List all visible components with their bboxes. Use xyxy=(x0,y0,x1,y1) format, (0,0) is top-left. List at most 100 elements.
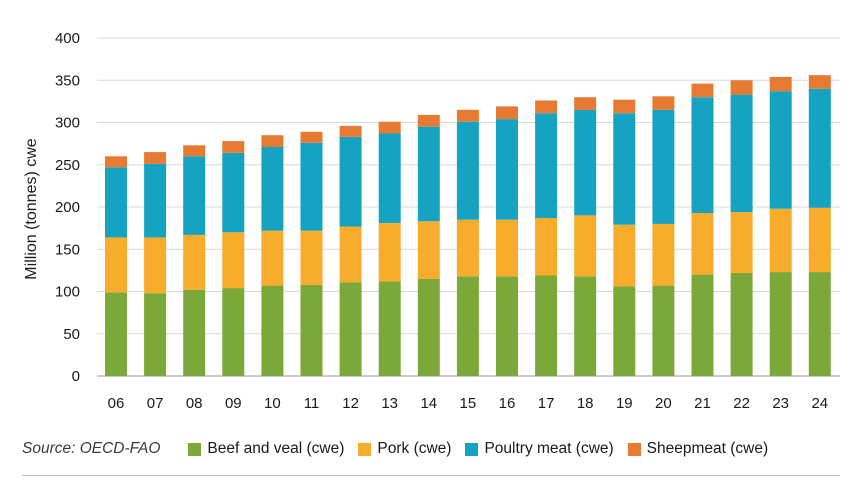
bar-segment xyxy=(222,141,245,153)
bar-segment xyxy=(339,282,362,376)
x-tick-label: 09 xyxy=(225,395,242,412)
bar-segment xyxy=(222,152,245,233)
bar-segment xyxy=(144,163,167,238)
bar-segment xyxy=(730,94,753,213)
bar-segment xyxy=(456,276,479,376)
bar-segment xyxy=(378,133,401,224)
y-axis-label: Million (tonnes) cwe xyxy=(23,138,40,279)
bar-segment xyxy=(574,276,597,376)
bar-segment xyxy=(535,100,558,114)
bar-segment xyxy=(691,83,714,98)
bar-segment xyxy=(769,76,792,92)
bar-segment xyxy=(378,281,401,376)
bar-segment xyxy=(691,97,714,213)
bar-segment xyxy=(652,223,675,286)
stacked-bar-chart: 0 50 100 150 200 250 300 350 400 06 07 08 09 10 11 12 1… xyxy=(23,30,840,412)
x-tick-label: 18 xyxy=(577,395,594,412)
bar-segment xyxy=(417,278,440,376)
bar-segment xyxy=(769,208,792,273)
bar-segment xyxy=(808,75,831,89)
x-tick-label: 20 xyxy=(655,395,672,412)
y-tick-label: 200 xyxy=(55,199,80,216)
chart-footer: Source: OECD-FAO Beef and veal (cwe) Pork… xyxy=(22,436,842,462)
legend-label: Beef and veal (cwe) xyxy=(207,440,345,457)
bar-segment xyxy=(730,80,753,95)
x-tick-label: 11 xyxy=(304,395,320,412)
legend: Beef and veal (cwe) Pork (cwe) Poultry mea… xyxy=(188,440,768,458)
legend-label: Pork (cwe) xyxy=(377,440,452,457)
x-tick-label: 14 xyxy=(420,395,437,412)
x-tick-label: 24 xyxy=(811,395,828,412)
y-tick-label: 50 xyxy=(63,326,80,343)
bar-segment xyxy=(378,121,401,134)
bar-segment xyxy=(417,221,440,279)
bar-segment xyxy=(144,152,167,164)
bar-segment xyxy=(652,285,675,376)
bar-segment xyxy=(496,219,518,277)
bar-segment xyxy=(691,212,714,275)
bar-segment xyxy=(300,131,323,143)
bar-segment xyxy=(769,91,792,209)
legend-item: Sheepmeat (cwe) xyxy=(627,440,768,458)
bar-segment xyxy=(417,126,440,222)
y-tick-label: 250 xyxy=(55,157,80,174)
y-tick-label: 400 xyxy=(55,30,80,47)
legend-swatch xyxy=(358,442,372,456)
bar-segment xyxy=(535,218,558,276)
bar-segment xyxy=(222,232,245,289)
bar-segment xyxy=(183,289,206,376)
x-tick-label: 22 xyxy=(733,395,750,412)
x-tick-label: 12 xyxy=(342,395,359,412)
bar-segment xyxy=(496,119,518,220)
bar-segment xyxy=(261,135,284,147)
y-tick-label: 350 xyxy=(55,72,80,89)
bar-segment xyxy=(300,142,323,231)
bar-segment xyxy=(105,292,127,376)
bar-segment xyxy=(300,284,323,376)
bar-segment xyxy=(456,121,479,220)
bar-segment xyxy=(261,230,284,286)
x-tick-label: 23 xyxy=(772,395,789,412)
legend-item: Pork (cwe) xyxy=(358,440,451,458)
bar-segment xyxy=(105,237,127,293)
bar-segment xyxy=(496,106,518,120)
legend-item: Poultry meat (cwe) xyxy=(465,440,614,458)
bar-segment xyxy=(496,276,518,376)
x-tick-label: 21 xyxy=(694,395,711,412)
bar-segment xyxy=(261,147,284,231)
x-tick-label: 07 xyxy=(147,395,164,412)
x-tick-label: 13 xyxy=(381,395,398,412)
bar-segment xyxy=(769,272,792,376)
bar-segment xyxy=(535,275,558,376)
bar-segment xyxy=(144,237,167,294)
legend-swatch xyxy=(465,442,479,456)
bar-segment xyxy=(222,288,245,376)
source-note: Source: OECD-FAO xyxy=(22,440,161,457)
y-tick-label: 100 xyxy=(55,284,80,301)
bar-segment xyxy=(339,136,362,227)
bar-segment xyxy=(378,223,401,282)
bar-segment xyxy=(652,96,675,110)
bar-segment xyxy=(574,109,597,216)
bar-segment xyxy=(183,156,206,235)
y-tick-label: 0 xyxy=(72,368,80,385)
bar-segment xyxy=(183,234,206,290)
x-tick-label: 17 xyxy=(538,395,555,412)
bar-segment xyxy=(144,293,167,376)
x-tick-label: 06 xyxy=(108,395,125,412)
y-tick-label: 150 xyxy=(55,241,80,258)
legend-label: Poultry meat (cwe) xyxy=(484,440,614,457)
footer-divider xyxy=(22,475,840,476)
bar-segment xyxy=(417,114,440,127)
bar-segment xyxy=(535,113,558,218)
bar-segment xyxy=(105,156,127,168)
x-tick-label: 08 xyxy=(186,395,203,412)
bar-segment xyxy=(808,272,831,376)
bar-segment xyxy=(261,285,284,376)
bar-segment xyxy=(456,219,479,277)
legend-swatch xyxy=(627,442,641,456)
bar-segment xyxy=(339,125,362,137)
y-tick-label: 300 xyxy=(55,115,80,132)
y-axis-ticks: 0 50 100 150 200 250 300 350 400 xyxy=(55,30,80,385)
x-tick-label: 15 xyxy=(460,395,477,412)
